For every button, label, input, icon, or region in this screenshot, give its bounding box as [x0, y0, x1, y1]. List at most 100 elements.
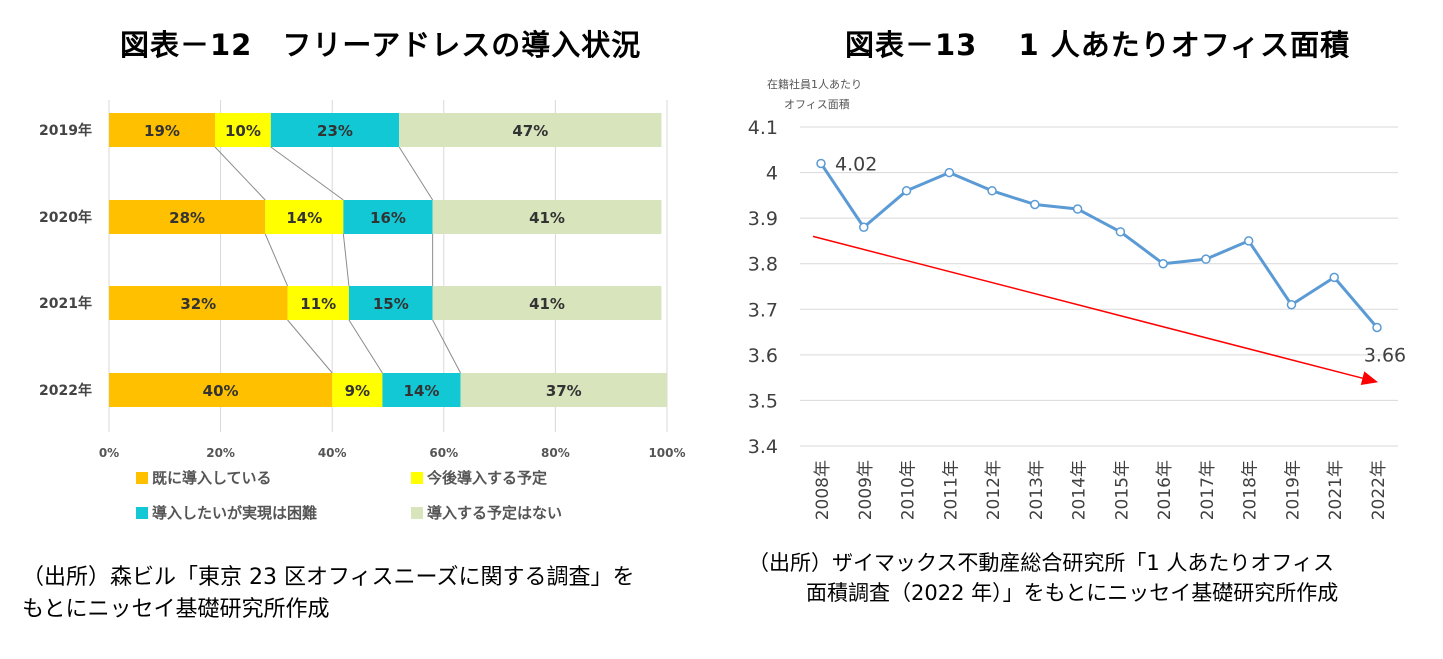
connector-line	[398, 146, 434, 201]
data-point	[901, 186, 912, 196]
x-tick-label: 0%	[99, 446, 119, 460]
connector-line	[214, 146, 266, 201]
connector-line	[342, 233, 350, 287]
x-tick-label: 2017年	[1198, 460, 1218, 520]
trend-arrow-head	[1360, 371, 1378, 385]
data-point	[816, 158, 826, 169]
legend-swatch	[136, 472, 148, 484]
source-right-line1: （出所）ザイマックス不動産総合研究所「1 人あたりオフィス	[748, 551, 1334, 575]
bar-segment	[382, 373, 461, 407]
legend-swatch	[411, 472, 423, 484]
data-point	[944, 167, 955, 178]
bar-segment	[215, 113, 271, 147]
bar-segment	[432, 200, 662, 234]
x-tick-label: 2019年	[1283, 460, 1303, 520]
legend-label: 今後導入する予定	[427, 469, 548, 487]
y-axis-title-line1: 在籍社員1人あたり	[767, 77, 862, 91]
bar-value-label: 11%	[300, 295, 336, 313]
x-tick-label: 2022年	[1369, 460, 1389, 520]
bar-value-label: 9%	[345, 382, 370, 400]
x-tick-label: 40%	[318, 446, 347, 460]
y-category-label: 2019年	[39, 122, 92, 139]
connector-line	[264, 233, 289, 287]
source-left-line2: もとにニッセイ基礎研究所作成	[22, 597, 330, 622]
legend-label: 導入したいが実現は困難	[152, 504, 318, 522]
legend-swatch	[411, 507, 423, 519]
source-left-line1: （出所）森ビル「東京 23 区オフィスニーズに関する調査」を	[22, 565, 635, 590]
legend-label: 導入する予定はない	[427, 504, 563, 522]
bar-value-label: 16%	[370, 209, 406, 227]
x-tick-label: 2014年	[1070, 460, 1090, 520]
x-tick-label: 2018年	[1241, 460, 1261, 520]
connector-line	[432, 319, 461, 374]
y-category-label: 2020年	[39, 209, 92, 226]
x-tick-label: 80%	[541, 446, 570, 460]
chart-title-right: 図表－13 1 人あたりオフィス面積	[845, 28, 1351, 62]
source-note-right: （出所）ザイマックス不動産総合研究所「1 人あたりオフィス 面積調査（2022 …	[748, 548, 1338, 608]
bar-value-label: 41%	[529, 295, 565, 313]
bar-segment	[287, 286, 349, 320]
bar-segment	[348, 286, 433, 320]
bar-value-label: 14%	[404, 382, 440, 400]
connector-line	[287, 319, 333, 374]
y-category-label: 2022年	[39, 382, 92, 399]
data-point	[1072, 204, 1083, 214]
source-right-line2: 面積調査（2022 年）」をもとにニッセイ基礎研究所作成	[806, 581, 1339, 605]
data-point	[1158, 258, 1168, 269]
y-category-label: 2021年	[39, 295, 92, 312]
x-tick-label: 100%	[648, 446, 685, 460]
y-tick-label: 3.6	[748, 345, 778, 367]
y-tick-label: 3.4	[748, 436, 778, 458]
bar-segment	[460, 373, 667, 407]
data-point	[1115, 227, 1126, 237]
data-point	[987, 186, 997, 196]
y-axis-title-line2: オフィス面積	[784, 97, 850, 111]
legend-entry: 導入する予定はない	[411, 502, 562, 523]
x-tick-label: 2012年	[984, 460, 1004, 520]
y-tick-label: 3.8	[748, 254, 778, 276]
data-label: 3.66	[1364, 345, 1406, 367]
bar-segment	[109, 373, 333, 407]
bar-segment	[265, 200, 344, 234]
bar-value-label: 28%	[169, 209, 205, 227]
source-note-left: （出所）森ビル「東京 23 区オフィスニーズに関する調査」を もとにニッセイ基礎…	[22, 562, 634, 626]
bar-segment	[399, 113, 662, 147]
legend-swatch	[136, 507, 148, 519]
legend-entry: 既に導入している	[136, 467, 272, 488]
legend-label: 既に導入している	[152, 469, 272, 487]
bar-segment	[109, 200, 266, 234]
data-point	[1372, 322, 1382, 333]
bar-value-label: 40%	[203, 382, 239, 400]
bar-value-label: 19%	[144, 122, 180, 140]
x-tick-label: 2015年	[1112, 460, 1132, 520]
bar-value-label: 15%	[373, 295, 409, 313]
data-point	[1243, 236, 1254, 246]
bar-segment	[270, 113, 400, 147]
trend-arrow-line	[812, 235, 1363, 379]
data-label: 4.02	[835, 153, 877, 175]
bar-value-label: 37%	[546, 382, 582, 400]
bar-value-label: 14%	[286, 209, 322, 227]
x-tick-label: 2016年	[1155, 460, 1175, 520]
legend-entry: 導入したいが実現は困難	[136, 502, 317, 523]
bar-segment	[332, 373, 383, 407]
connector-line	[270, 146, 344, 201]
data-point	[1286, 299, 1297, 310]
data-point	[1030, 199, 1040, 210]
x-tick-label: 60%	[429, 446, 458, 460]
y-tick-label: 4.1	[748, 117, 778, 139]
bar-value-label: 41%	[529, 209, 565, 227]
bar-segment	[432, 286, 662, 320]
bar-value-label: 32%	[180, 295, 216, 313]
legend-entry: 今後導入する予定	[411, 467, 547, 488]
bar-value-label: 23%	[317, 122, 353, 140]
connector-line	[348, 319, 383, 374]
x-tick-label: 2010年	[899, 460, 919, 520]
x-tick-label: 2009年	[856, 460, 876, 520]
bar-segment	[343, 200, 433, 234]
y-tick-label: 4	[766, 163, 778, 185]
x-tick-label: 2008年	[813, 460, 833, 520]
bar-value-label: 10%	[225, 122, 261, 140]
chart-title-left: 図表－12 フリーアドレスの導入状況	[120, 28, 642, 62]
